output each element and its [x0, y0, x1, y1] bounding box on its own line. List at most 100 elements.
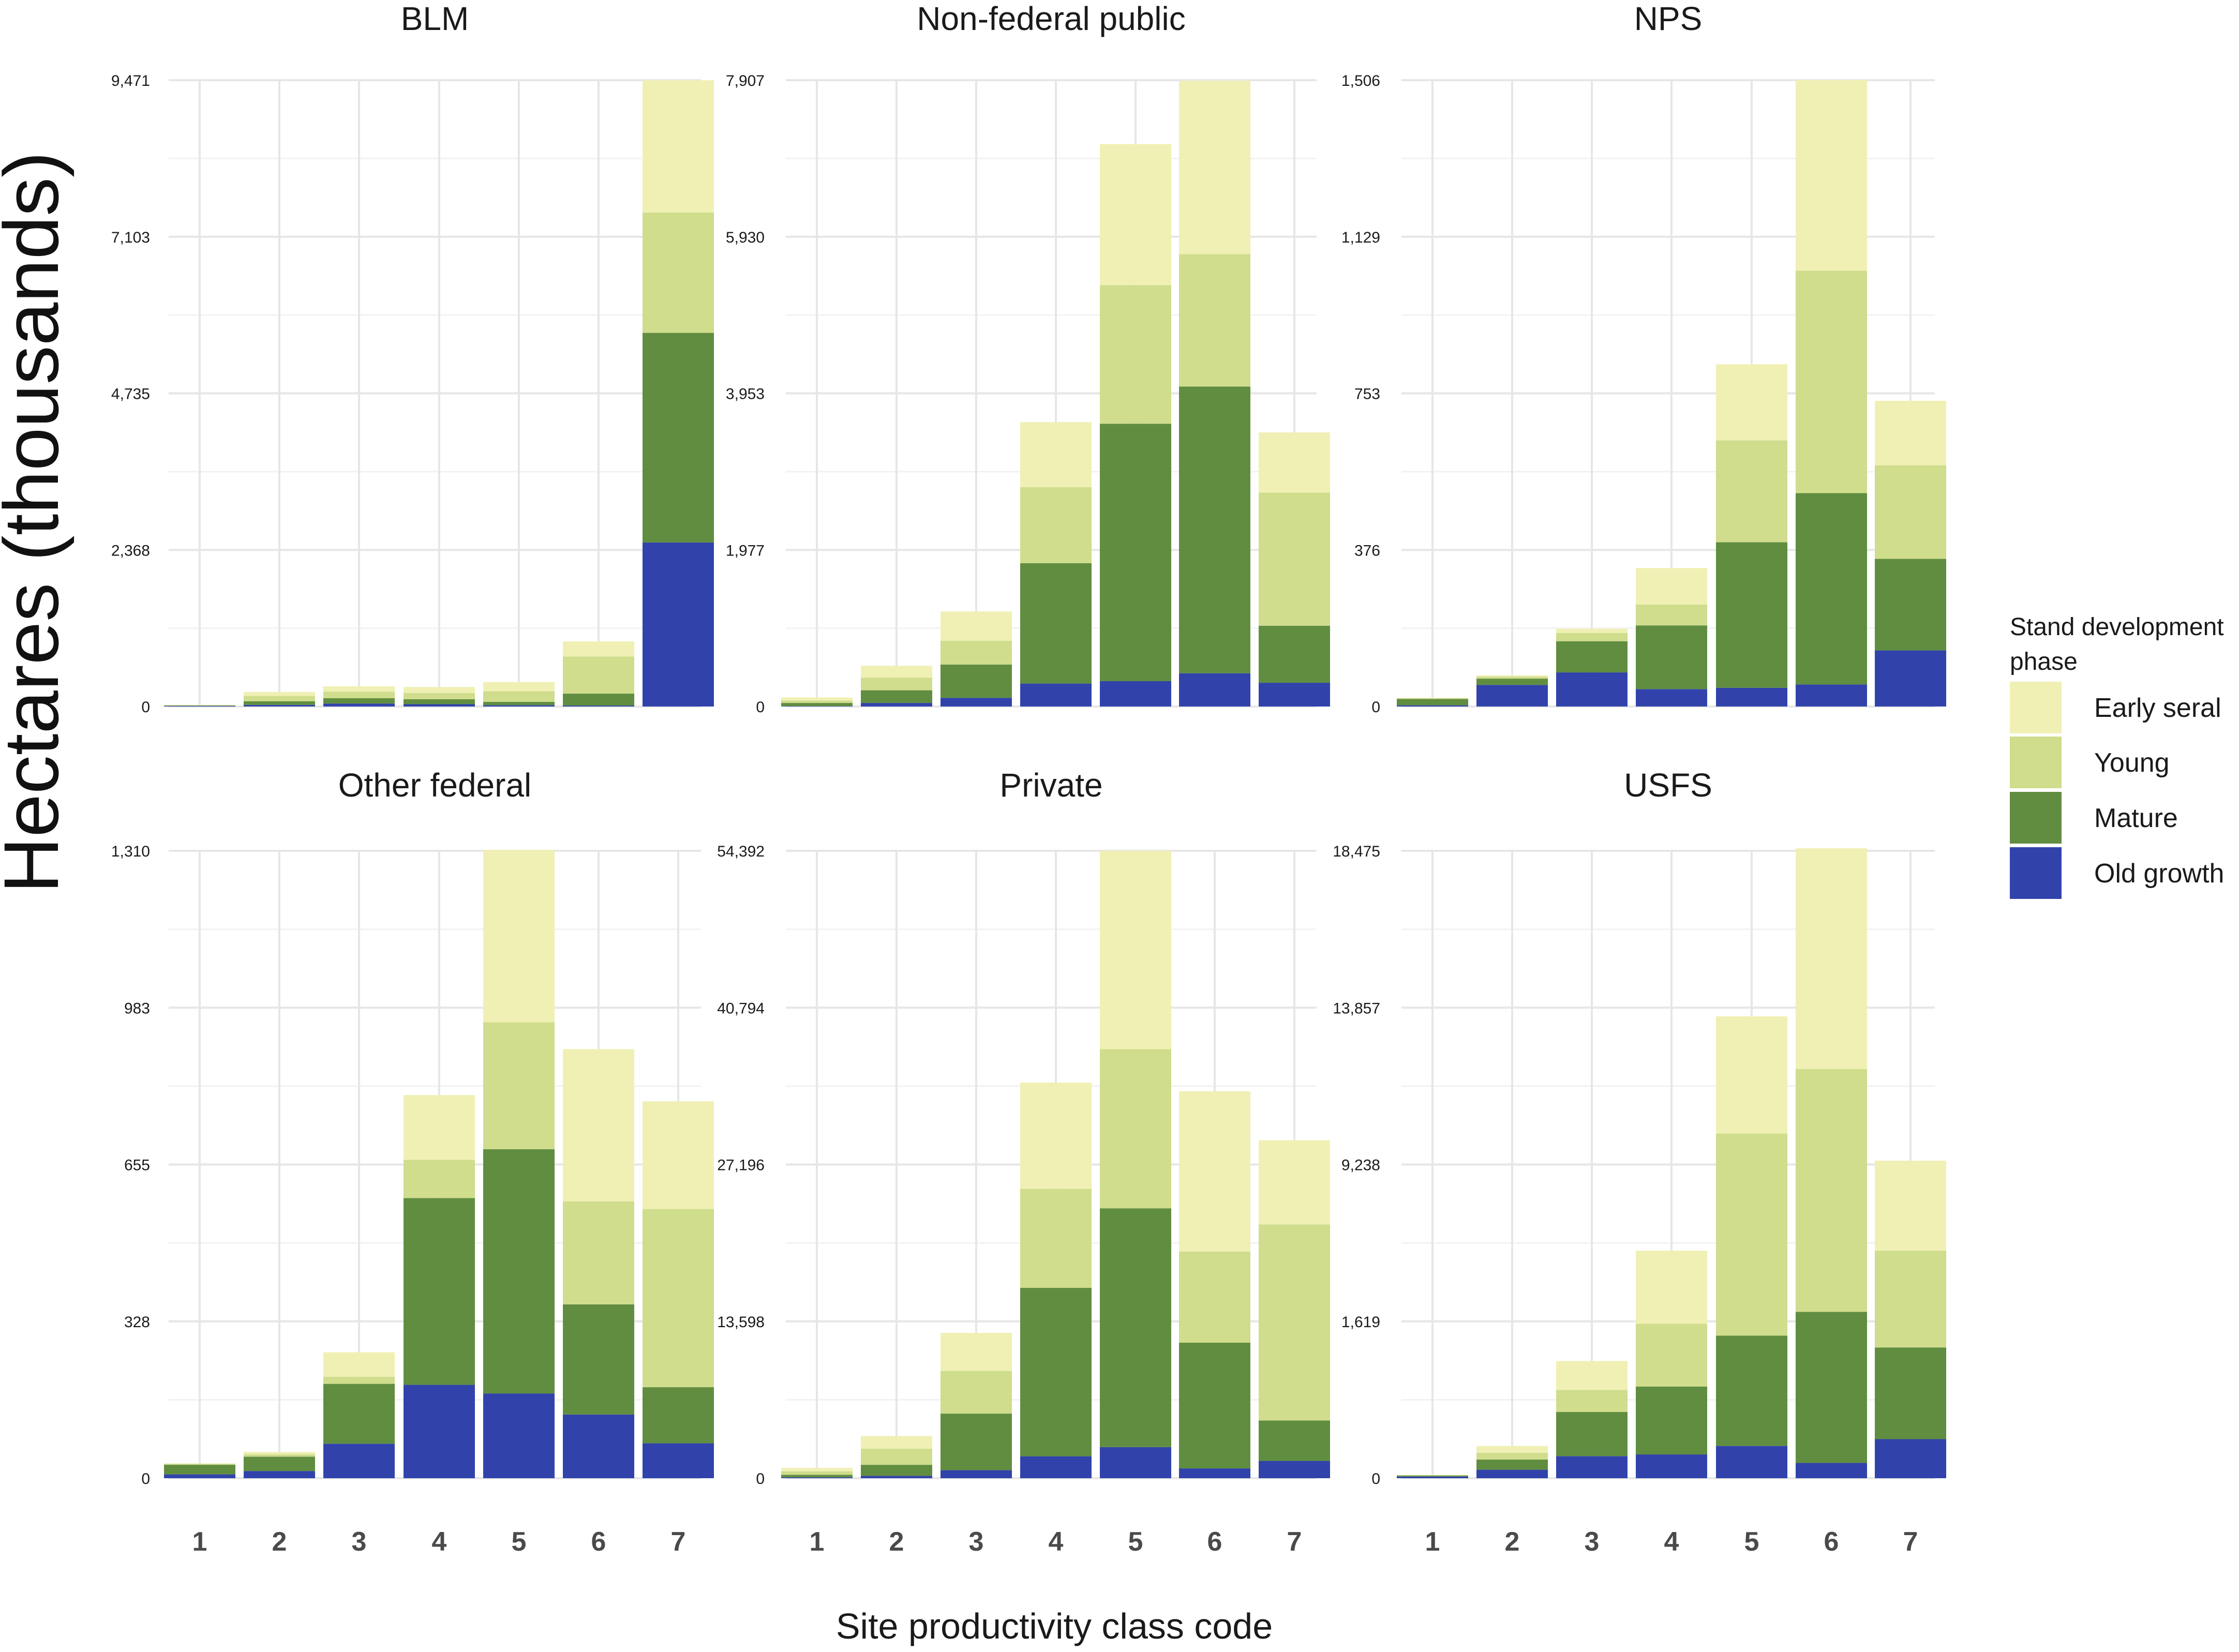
bar-other-federal-1-old-growth	[164, 1474, 235, 1478]
x-tick-label: 6	[1207, 1527, 1222, 1557]
legend-item-young: Young	[2010, 737, 2170, 788]
bar-private-7-young	[1259, 1224, 1330, 1421]
bar-other-federal-5-young	[483, 1022, 555, 1149]
bar-private-6-mature	[1179, 1342, 1250, 1469]
bar-usfs-7-old-growth	[1875, 1439, 1946, 1478]
bar-other-federal-2-old-growth	[244, 1471, 315, 1478]
bar-nps-5-mature	[1716, 542, 1787, 688]
bar-non-federal-public-5-young	[1100, 285, 1171, 424]
bar-private-2-mature	[861, 1465, 932, 1476]
legend-swatch	[2010, 682, 2062, 733]
x-tick-label: 2	[889, 1527, 904, 1557]
bar-private-7-early-seral	[1259, 1140, 1330, 1225]
bar-blm-3-young	[323, 692, 395, 699]
bar-non-federal-public-5-old-growth	[1100, 681, 1171, 707]
bar-nps-1-young	[1397, 698, 1468, 699]
panel-title: Other federal	[338, 767, 532, 804]
bar-usfs-4-early-seral	[1636, 1251, 1707, 1324]
bar-non-federal-public-3-old-growth	[941, 698, 1012, 707]
bar-nps-3-young	[1556, 633, 1628, 641]
bar-other-federal-3-young	[323, 1376, 395, 1384]
bar-other-federal-1-early-seral	[164, 1463, 235, 1464]
y-tick-label: 0	[1371, 699, 1380, 716]
x-tick-label: 7	[1287, 1527, 1302, 1557]
bar-usfs-6-young	[1796, 1069, 1867, 1312]
bar-private-2-young	[861, 1448, 932, 1465]
bar-private-2-early-seral	[861, 1436, 932, 1449]
bar-other-federal-4-early-seral	[404, 1095, 475, 1160]
bar-other-federal-7-old-growth	[643, 1443, 714, 1478]
bar-non-federal-public-1-young	[781, 700, 853, 703]
bar-other-federal-5-early-seral	[483, 850, 555, 1023]
y-tick-label: 3,953	[726, 386, 765, 403]
bar-non-federal-public-2-old-growth	[861, 703, 932, 707]
bar-blm-5-early-seral	[483, 682, 555, 692]
x-tick-label: 2	[1505, 1527, 1520, 1557]
bar-non-federal-public-4-mature	[1020, 563, 1092, 684]
panel-private: 0 13,598 27,196 40,794 54,392 Private 1 2 3 4 5 6 7	[717, 767, 1330, 1557]
bar-non-federal-public-3-mature	[941, 664, 1012, 698]
legend-items: Early seral Young Mature Old growth	[2010, 682, 2224, 899]
x-tick-label: 6	[1824, 1527, 1839, 1557]
bar-blm-1-mature	[164, 705, 235, 706]
y-tick-label: 1,619	[1341, 1314, 1380, 1331]
legend-label: Young	[2094, 748, 2170, 778]
bar-blm-6-mature	[563, 694, 634, 706]
bar-other-federal-6-young	[563, 1201, 634, 1304]
x-axis-title: Site productivity class code	[836, 1606, 1273, 1646]
y-tick-label: 4,735	[111, 386, 150, 403]
bar-blm-6-early-seral	[563, 641, 634, 657]
bar-usfs-7-early-seral	[1875, 1161, 1946, 1251]
bar-nps-4-young	[1636, 604, 1707, 626]
bar-private-3-early-seral	[941, 1333, 1012, 1371]
bar-non-federal-public-5-early-seral	[1100, 144, 1171, 286]
bar-other-federal-4-mature	[404, 1198, 475, 1385]
bar-private-6-early-seral	[1179, 1091, 1250, 1252]
y-tick-label: 13,598	[717, 1314, 765, 1331]
y-tick-label: 18,475	[1333, 843, 1380, 860]
legend-label: Mature	[2094, 803, 2178, 833]
bar-nps-2-old-growth	[1476, 685, 1548, 707]
legend-swatch	[2010, 847, 2062, 899]
bar-blm-4-mature	[404, 699, 475, 704]
bar-non-federal-public-6-early-seral	[1179, 81, 1250, 254]
bar-usfs-3-old-growth	[1556, 1456, 1628, 1478]
panel-title: USFS	[1624, 767, 1712, 804]
bar-usfs-5-old-growth	[1716, 1446, 1787, 1478]
bar-other-federal-6-mature	[563, 1304, 634, 1415]
bar-blm-1-old-growth	[164, 705, 235, 707]
legend-label: Old growth	[2094, 859, 2224, 889]
bar-nps-6-old-growth	[1796, 684, 1867, 707]
bar-other-federal-3-early-seral	[323, 1352, 395, 1377]
bar-other-federal-2-young	[244, 1454, 315, 1457]
y-tick-label: 9,471	[111, 72, 150, 89]
bar-blm-2-young	[244, 696, 315, 701]
bar-private-7-mature	[1259, 1420, 1330, 1461]
x-tick-label: 7	[1903, 1527, 1918, 1557]
y-tick-label: 7,907	[726, 72, 765, 89]
bar-usfs-2-old-growth	[1476, 1469, 1548, 1478]
bar-private-4-mature	[1020, 1288, 1092, 1456]
bar-private-5-young	[1100, 1049, 1171, 1209]
legend: Stand development phase Early seral Young…	[2010, 613, 2224, 899]
bar-other-federal-7-mature	[643, 1387, 714, 1444]
bar-non-federal-public-3-early-seral	[941, 611, 1012, 641]
bar-private-1-young	[781, 1471, 853, 1475]
bar-private-1-old-growth	[781, 1477, 853, 1478]
bar-blm-2-early-seral	[244, 692, 315, 696]
bar-other-federal-4-old-growth	[404, 1385, 475, 1478]
bar-blm-4-early-seral	[404, 687, 475, 693]
bar-usfs-3-mature	[1556, 1411, 1628, 1456]
panel-non-federal-public: 0 1,977 3,953 5,930 7,907 Non-federal public	[726, 0, 1330, 716]
legend-item-mature: Mature	[2010, 792, 2178, 844]
bar-other-federal-7-young	[643, 1209, 714, 1388]
bar-other-federal-5-mature	[483, 1149, 555, 1394]
bar-private-3-old-growth	[941, 1470, 1012, 1478]
bar-other-federal-5-old-growth	[483, 1393, 555, 1478]
bar-nps-5-young	[1716, 440, 1787, 543]
bar-nps-4-early-seral	[1636, 568, 1707, 605]
y-axis-title: Hectares (thousands)	[0, 152, 74, 893]
y-tick-label: 2,368	[111, 542, 150, 559]
bar-blm-6-young	[563, 656, 634, 694]
bar-blm-5-mature	[483, 702, 555, 705]
